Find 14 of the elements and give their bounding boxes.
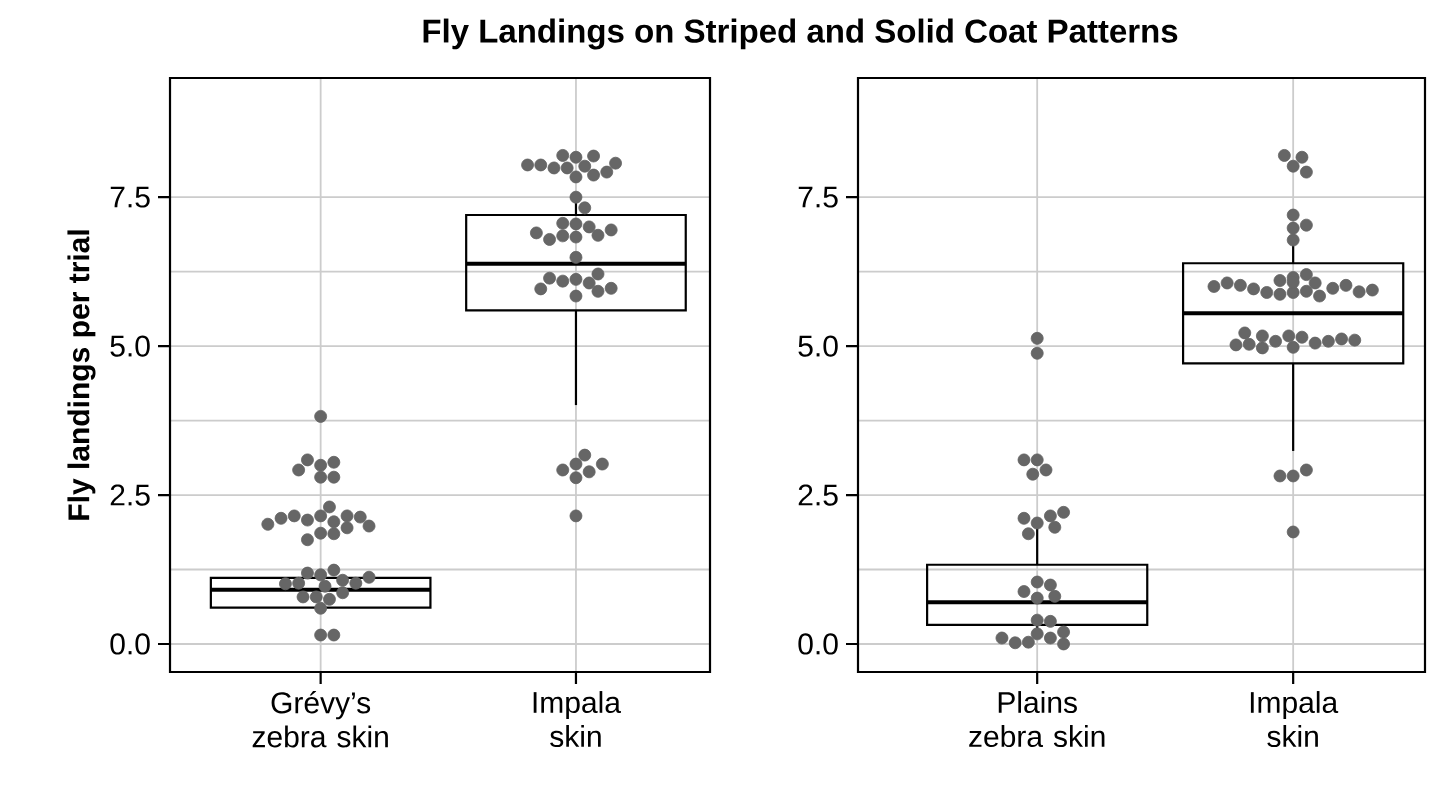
- y-tick-label: 2.5: [110, 484, 150, 506]
- y-tick-label: 7.5: [110, 186, 150, 208]
- y-tick-label: 5.0: [798, 335, 838, 357]
- y-tick-label: 2.5: [798, 484, 838, 506]
- y-axis-title: Fly landings per trial: [67, 230, 96, 520]
- x-tick-label: Grévy’s zebra skin: [252, 691, 388, 748]
- x-tick-label: Impala skin: [1250, 691, 1339, 748]
- y-tick-label: 0.0: [110, 633, 150, 655]
- y-tick-label: 5.0: [110, 335, 150, 357]
- y-tick-label: 7.5: [798, 186, 838, 208]
- x-tick-label: Plains zebra skin: [969, 691, 1105, 748]
- y-tick-label: 0.0: [798, 633, 838, 655]
- x-tick-label: Impala skin: [533, 691, 621, 748]
- text: Fly Landings on Striped and Solid Coat Patterns: [423, 18, 1178, 50]
